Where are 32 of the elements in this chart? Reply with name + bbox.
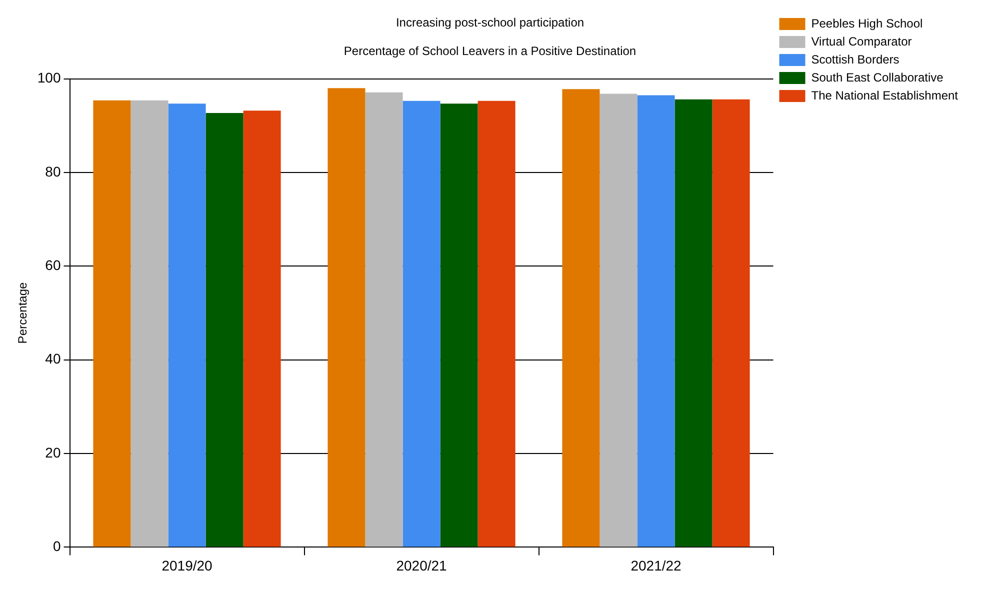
bar: [674, 99, 712, 547]
y-axis-title: Percentage: [16, 282, 30, 344]
bar: [478, 100, 516, 547]
y-tick-label: 20: [45, 444, 61, 460]
bar: [365, 92, 403, 547]
x-tick-label: 2021/22: [630, 557, 682, 574]
x-tick-label: 2019/20: [162, 557, 213, 574]
bar: [93, 100, 131, 547]
y-tick-label: 60: [45, 257, 61, 274]
y-tick-label: 0: [52, 538, 61, 554]
bar: [243, 110, 281, 547]
x-tick-label: 2020/21: [396, 557, 448, 574]
bar: [328, 88, 366, 547]
bar: [402, 100, 440, 547]
bar: [637, 95, 675, 547]
bar: [206, 112, 244, 547]
chart-title: Increasing post-school participation: [396, 16, 584, 30]
bar: [168, 104, 206, 547]
legend-label: Scottish Borders: [811, 52, 900, 66]
legend-label: South East Collaborative: [811, 70, 944, 84]
legend-label: Peebles High School: [811, 16, 923, 30]
y-tick-label: 80: [45, 163, 61, 180]
legend-label: The National Establishment: [811, 88, 959, 102]
bar: [600, 94, 638, 547]
bar: [562, 89, 600, 547]
bar: [712, 99, 750, 547]
y-tick-label: 40: [45, 350, 61, 367]
y-tick-label: 100: [37, 70, 61, 86]
bar: [130, 100, 168, 547]
chart-subtitle: Percentage of School Leavers in a Positive Destination: [344, 44, 636, 58]
legend-label: Virtual Comparator: [811, 34, 912, 48]
bar: [440, 104, 478, 547]
